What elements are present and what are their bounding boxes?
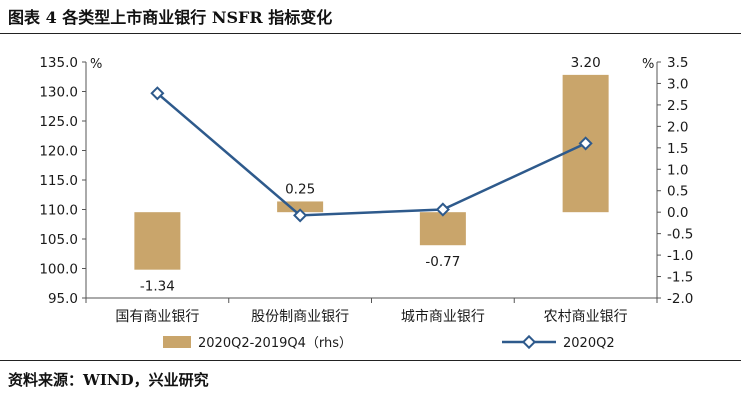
right-tick-label: 0.0 (667, 205, 688, 221)
legend: 2020Q2-2019Q4（rhs） 2020Q2 (163, 334, 615, 351)
right-axis: -2.0 -1.5 -1.0 -0.5 0.0 0.5 1.0 1.5 2.0 2.5 3.0 3.5… (642, 55, 693, 307)
line-point (293, 208, 308, 223)
left-tick-label: 125.0 (39, 114, 78, 130)
right-tick-label: -1.0 (667, 248, 693, 264)
bar (277, 201, 324, 213)
legend-label-line: 2020Q2 (563, 336, 615, 351)
bar-data-label: -0.77 (425, 254, 460, 270)
x-axis: 国有商业银行 股份制商业银行 城市商业银行 农村商业银行 (85, 297, 658, 325)
left-tick-label: 130.0 (39, 85, 78, 101)
left-tick-label: 135.0 (39, 55, 78, 71)
left-tick-label: 100.0 (39, 262, 78, 278)
line-point (578, 136, 593, 151)
x-tick-label: 城市商业银行 (401, 308, 485, 325)
right-tick-label: -1.5 (667, 270, 693, 286)
chart-title: 图表 4 各类型上市商业银行 NSFR 指标变化 (8, 8, 333, 27)
right-tick-label: -0.5 (667, 227, 693, 243)
bar-series (134, 74, 609, 270)
left-tick-label: 110.0 (39, 203, 78, 219)
chart: 95.0 100.0 105.0 110.0 115.0 120.0 125.0 130.0 1… (39, 55, 693, 351)
right-tick-label: 1.5 (667, 141, 688, 157)
left-tick-label: 115.0 (39, 173, 78, 189)
right-axis-unit: % (642, 57, 654, 72)
x-tick-label: 农村商业银行 (544, 309, 628, 325)
left-axis: 95.0 100.0 105.0 110.0 115.0 120.0 125.0 130.0 1… (39, 55, 102, 307)
legend-swatch-bar (163, 336, 191, 348)
legend-label-bar: 2020Q2-2019Q4（rhs） (198, 336, 352, 351)
line-series (150, 86, 593, 223)
line-point (435, 202, 450, 217)
top-divider (0, 33, 741, 34)
right-tick-label: 2.5 (667, 98, 688, 114)
bar (419, 212, 466, 246)
bottom-divider (0, 360, 741, 361)
bar-data-label: 3.20 (571, 55, 601, 71)
line-path (156, 92, 587, 217)
x-tick-label: 股份制商业银行 (251, 309, 349, 325)
right-tick-label: -2.0 (667, 291, 693, 307)
left-axis-unit: % (90, 57, 102, 72)
source-note: 资料来源：WIND，兴业研究 (8, 371, 209, 389)
right-tick-label: 3.5 (667, 55, 688, 71)
x-tick-label: 国有商业银行 (115, 309, 199, 325)
bar-data-labels: -1.34 0.25 -0.77 3.20 (140, 55, 601, 295)
line-point (150, 86, 165, 101)
right-tick-label: 3.0 (667, 76, 688, 92)
left-tick-label: 120.0 (39, 144, 78, 160)
right-tick-label: 0.5 (667, 184, 688, 200)
right-tick-label: 2.0 (667, 119, 688, 135)
bar (134, 212, 181, 270)
left-tick-label: 95.0 (48, 291, 78, 307)
bar-data-label: 0.25 (285, 181, 315, 197)
legend-swatch-marker (521, 334, 537, 350)
left-tick-label: 105.0 (39, 232, 78, 248)
right-tick-label: 1.0 (667, 162, 688, 178)
bar-data-label: -1.34 (140, 279, 175, 295)
